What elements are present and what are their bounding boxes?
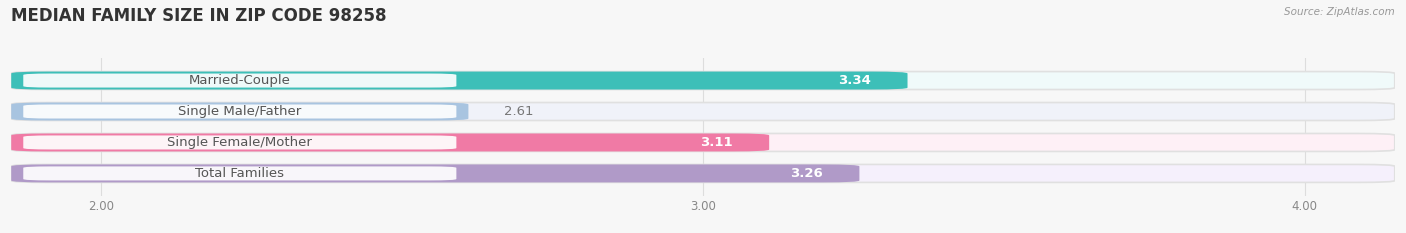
Text: 3.26: 3.26	[790, 167, 824, 180]
FancyBboxPatch shape	[11, 134, 769, 151]
FancyBboxPatch shape	[24, 135, 457, 149]
FancyBboxPatch shape	[11, 164, 859, 182]
FancyBboxPatch shape	[24, 166, 457, 180]
FancyBboxPatch shape	[24, 105, 457, 119]
Text: MEDIAN FAMILY SIZE IN ZIP CODE 98258: MEDIAN FAMILY SIZE IN ZIP CODE 98258	[11, 7, 387, 25]
Text: Single Female/Mother: Single Female/Mother	[167, 136, 312, 149]
FancyBboxPatch shape	[11, 72, 1395, 89]
FancyBboxPatch shape	[11, 103, 1395, 120]
FancyBboxPatch shape	[11, 103, 468, 120]
Text: Total Families: Total Families	[195, 167, 284, 180]
FancyBboxPatch shape	[11, 164, 1395, 182]
FancyBboxPatch shape	[11, 72, 907, 89]
Text: 3.11: 3.11	[700, 136, 733, 149]
FancyBboxPatch shape	[24, 74, 457, 88]
Text: Source: ZipAtlas.com: Source: ZipAtlas.com	[1284, 7, 1395, 17]
Text: Single Male/Father: Single Male/Father	[179, 105, 301, 118]
Text: 2.61: 2.61	[505, 105, 534, 118]
FancyBboxPatch shape	[11, 134, 1395, 151]
Text: 3.34: 3.34	[838, 74, 872, 87]
Text: Married-Couple: Married-Couple	[188, 74, 291, 87]
